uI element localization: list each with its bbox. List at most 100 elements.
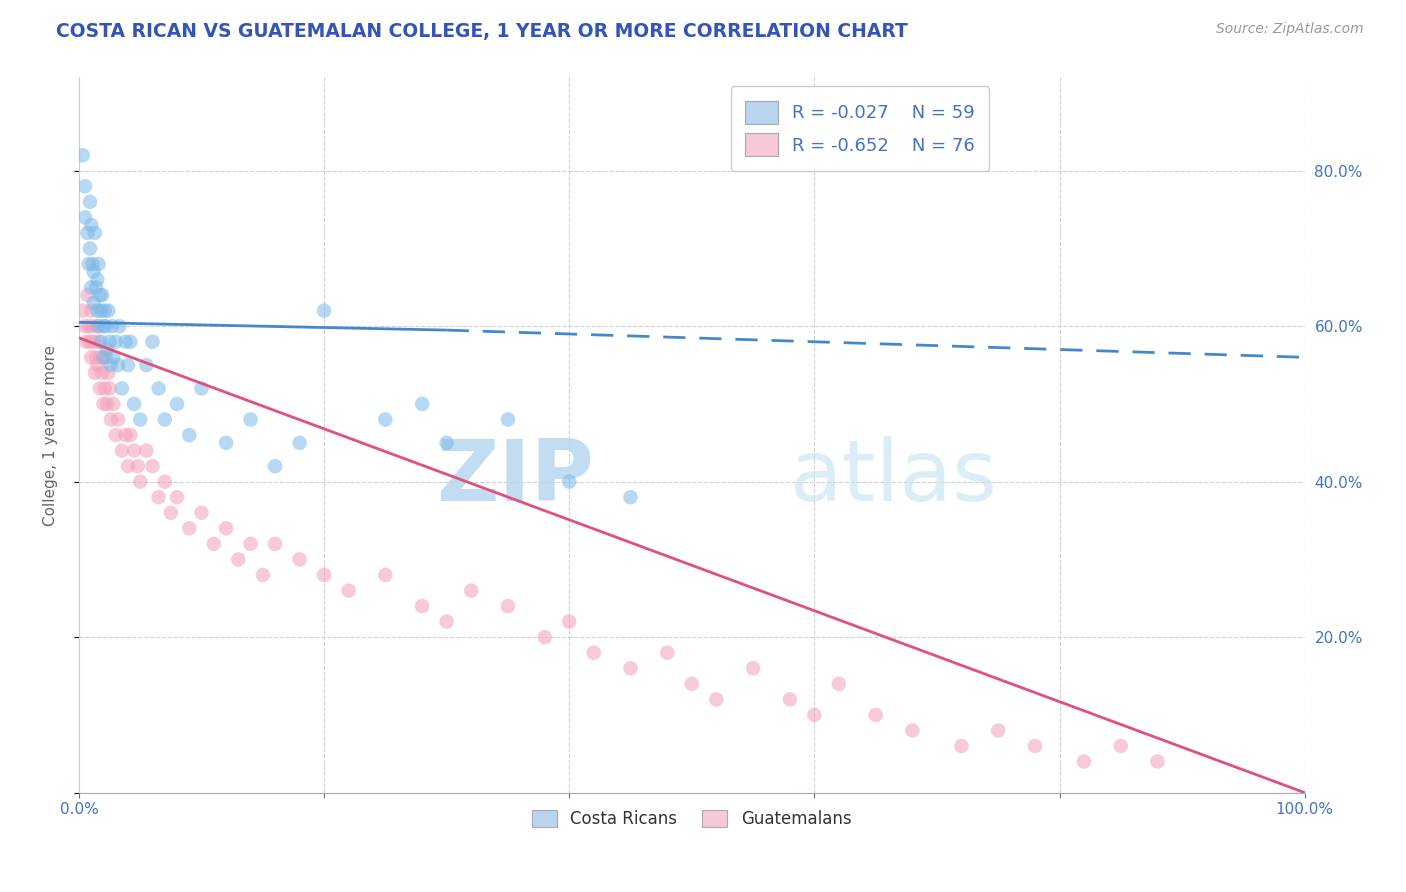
Point	[87, 257, 110, 271]
Point	[264, 537, 287, 551]
Point	[86, 303, 108, 318]
Point	[79, 242, 101, 256]
Point	[90, 334, 112, 349]
Point	[97, 366, 120, 380]
Point	[987, 723, 1010, 738]
Point	[108, 319, 131, 334]
Point	[96, 343, 118, 357]
Point	[83, 296, 105, 310]
Point	[411, 599, 433, 613]
Point	[103, 397, 125, 411]
Point	[83, 366, 105, 380]
Point	[288, 552, 311, 566]
Point	[496, 412, 519, 426]
Point	[82, 257, 104, 271]
Point	[1073, 755, 1095, 769]
Point	[264, 459, 287, 474]
Point	[950, 739, 973, 753]
Text: ZIP: ZIP	[436, 436, 593, 519]
Point	[75, 211, 97, 225]
Point	[76, 288, 98, 302]
Point	[496, 599, 519, 613]
Point	[582, 646, 605, 660]
Point	[80, 303, 103, 318]
Point	[107, 358, 129, 372]
Point	[120, 428, 142, 442]
Point	[190, 381, 212, 395]
Point	[75, 179, 97, 194]
Text: atlas: atlas	[790, 436, 998, 519]
Point	[460, 583, 482, 598]
Point	[436, 615, 458, 629]
Point	[411, 397, 433, 411]
Point	[117, 358, 139, 372]
Point	[681, 677, 703, 691]
Point	[865, 707, 887, 722]
Point	[76, 226, 98, 240]
Point	[148, 381, 170, 395]
Point	[120, 334, 142, 349]
Point	[141, 459, 163, 474]
Point	[80, 351, 103, 365]
Point	[114, 428, 136, 442]
Point	[239, 412, 262, 426]
Point	[742, 661, 765, 675]
Point	[239, 537, 262, 551]
Point	[1146, 755, 1168, 769]
Point	[93, 381, 115, 395]
Point	[803, 707, 825, 722]
Point	[179, 521, 201, 535]
Point	[93, 351, 115, 365]
Point	[103, 351, 125, 365]
Point	[90, 303, 112, 318]
Point	[104, 428, 127, 442]
Point	[558, 475, 581, 489]
Point	[122, 443, 145, 458]
Point	[619, 490, 641, 504]
Point	[75, 334, 97, 349]
Point	[91, 288, 114, 302]
Point	[901, 723, 924, 738]
Point	[141, 334, 163, 349]
Point	[79, 334, 101, 349]
Point	[80, 280, 103, 294]
Point	[91, 366, 114, 380]
Point	[86, 319, 108, 334]
Point	[86, 272, 108, 286]
Point	[533, 630, 555, 644]
Point	[104, 334, 127, 349]
Point	[97, 303, 120, 318]
Point	[153, 412, 176, 426]
Point	[657, 646, 679, 660]
Point	[87, 334, 110, 349]
Point	[179, 428, 201, 442]
Point	[337, 583, 360, 598]
Legend: Costa Ricans, Guatemalans: Costa Ricans, Guatemalans	[526, 803, 858, 834]
Text: COSTA RICAN VS GUATEMALAN COLLEGE, 1 YEAR OR MORE CORRELATION CHART: COSTA RICAN VS GUATEMALAN COLLEGE, 1 YEA…	[56, 22, 908, 41]
Point	[87, 319, 110, 334]
Point	[84, 280, 107, 294]
Point	[89, 288, 111, 302]
Point	[704, 692, 727, 706]
Point	[436, 435, 458, 450]
Point	[166, 490, 188, 504]
Point	[135, 443, 157, 458]
Point	[83, 226, 105, 240]
Point	[93, 397, 115, 411]
Point	[93, 319, 115, 334]
Point	[288, 435, 311, 450]
Y-axis label: College, 1 year or more: College, 1 year or more	[44, 344, 58, 525]
Point	[314, 568, 336, 582]
Point	[98, 381, 121, 395]
Point	[89, 381, 111, 395]
Point	[202, 537, 225, 551]
Point	[122, 397, 145, 411]
Point	[129, 475, 152, 489]
Point	[72, 148, 94, 162]
Point	[374, 412, 396, 426]
Point	[79, 194, 101, 209]
Point	[314, 303, 336, 318]
Point	[190, 506, 212, 520]
Point	[117, 459, 139, 474]
Point	[1109, 739, 1132, 753]
